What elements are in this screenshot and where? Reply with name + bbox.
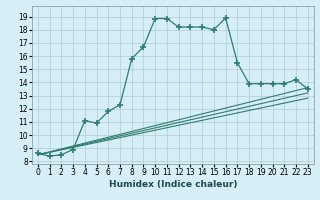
X-axis label: Humidex (Indice chaleur): Humidex (Indice chaleur) [108, 180, 237, 189]
